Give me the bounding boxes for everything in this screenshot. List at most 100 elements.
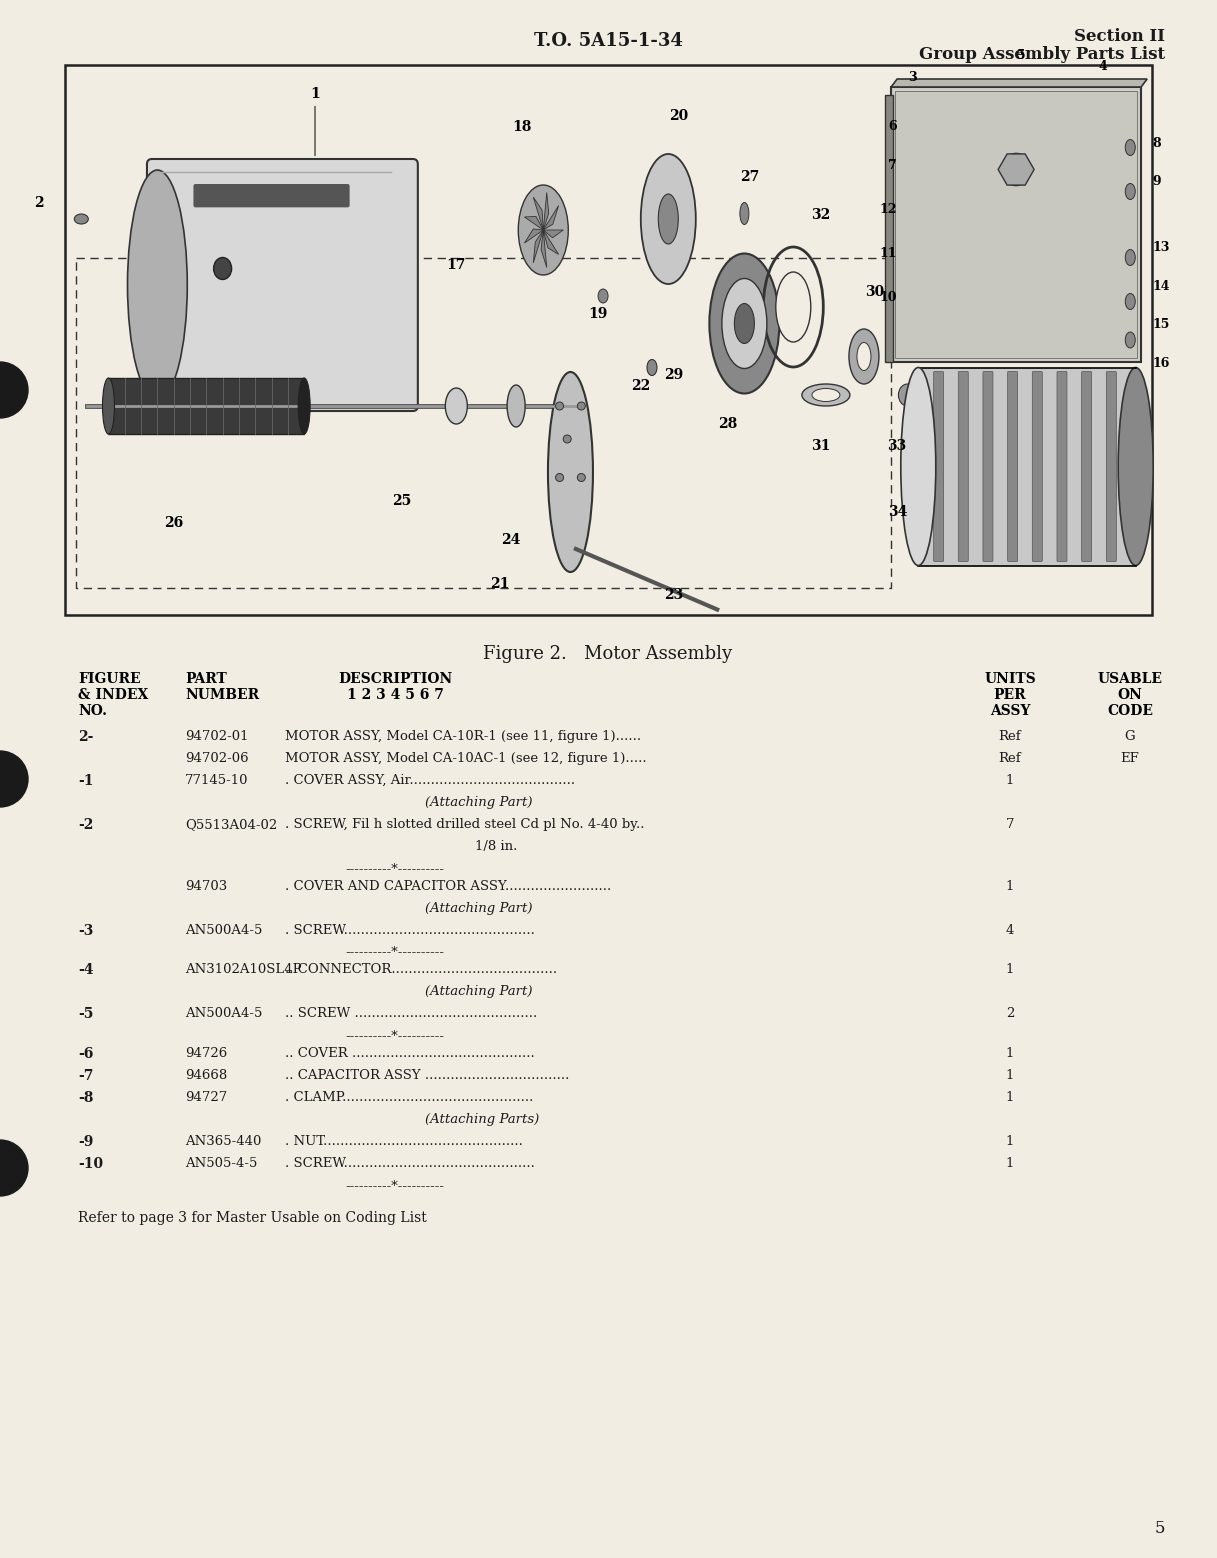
Ellipse shape [1126,249,1135,265]
Text: Figure 2.   Motor Assembly: Figure 2. Motor Assembly [483,645,733,664]
Text: 23: 23 [664,587,683,601]
Text: Ref: Ref [999,731,1021,743]
Text: 20: 20 [669,109,689,123]
Polygon shape [543,231,563,238]
Ellipse shape [775,273,811,343]
Text: 27: 27 [740,170,759,184]
FancyBboxPatch shape [194,184,349,207]
Bar [65,65,1152,615]
Text: 94702-01: 94702-01 [185,731,248,743]
Bar [896,90,1137,358]
Bar [891,87,1142,361]
Text: PER: PER [994,689,1026,703]
Text: FIGURE: FIGURE [78,671,141,686]
Ellipse shape [577,402,585,410]
Polygon shape [543,193,549,231]
Text: Section II: Section II [1073,28,1165,45]
Bar [919,368,1135,566]
Text: 2-: 2- [78,731,94,745]
Ellipse shape [556,474,563,481]
FancyBboxPatch shape [983,371,993,561]
Text: -6: -6 [78,1047,94,1061]
Ellipse shape [710,254,779,394]
Text: 19: 19 [588,307,607,321]
Ellipse shape [74,213,89,224]
Text: .. COVER ...........................................: .. COVER ...............................… [285,1047,534,1059]
Text: 14: 14 [1152,279,1170,293]
Text: 5: 5 [1155,1521,1165,1538]
Text: -2: -2 [78,818,94,832]
Ellipse shape [1126,332,1135,347]
Ellipse shape [518,185,568,276]
Text: 94668: 94668 [185,1069,228,1081]
Text: 1: 1 [1005,963,1014,977]
Ellipse shape [641,154,696,284]
Ellipse shape [598,288,608,302]
Text: MOTOR ASSY, Model CA-10AC-1 (see 12, figure 1).....: MOTOR ASSY, Model CA-10AC-1 (see 12, fig… [285,753,646,765]
Ellipse shape [1126,140,1135,156]
Text: 1: 1 [1005,774,1014,787]
Text: 3: 3 [909,70,918,84]
Text: ----------*----------: ----------*---------- [346,946,444,958]
Ellipse shape [857,343,871,371]
Text: 94727: 94727 [185,1091,228,1103]
Text: T.O. 5A15-1-34: T.O. 5A15-1-34 [533,33,683,50]
Text: 1 2 3 4 5 6 7: 1 2 3 4 5 6 7 [347,689,443,703]
Text: (Attaching Part): (Attaching Part) [425,985,533,999]
Text: 25: 25 [392,494,411,508]
Ellipse shape [734,304,755,343]
Text: 11: 11 [879,246,897,260]
Text: AN505-4-5: AN505-4-5 [185,1156,257,1170]
Polygon shape [533,231,543,263]
Text: 9: 9 [1152,174,1161,189]
Text: 2: 2 [34,195,44,209]
Text: AN3102A10SL4P: AN3102A10SL4P [185,963,302,977]
Text: 5: 5 [1017,48,1026,61]
Ellipse shape [647,360,657,375]
Ellipse shape [1126,293,1135,310]
Text: . COVER AND CAPACITOR ASSY.........................: . COVER AND CAPACITOR ASSY..............… [285,880,611,893]
FancyBboxPatch shape [1058,371,1067,561]
Text: NUMBER: NUMBER [185,689,259,703]
Circle shape [0,751,28,807]
Text: 2: 2 [1005,1006,1014,1020]
Ellipse shape [722,279,767,369]
Ellipse shape [445,388,467,424]
Text: 16: 16 [1152,357,1170,369]
Text: AN500A4-5: AN500A4-5 [185,924,263,936]
Text: 7: 7 [888,159,897,171]
Bar [885,95,893,361]
Polygon shape [525,229,543,243]
Polygon shape [533,198,543,231]
Text: 26: 26 [164,516,184,530]
Bar [108,379,304,435]
Ellipse shape [577,474,585,481]
Polygon shape [543,206,559,231]
Text: USABLE: USABLE [1098,671,1162,686]
Text: 7: 7 [1005,818,1014,830]
Ellipse shape [507,385,525,427]
Text: 30: 30 [865,285,885,299]
Text: 34: 34 [888,505,908,519]
Text: G: G [1125,731,1135,743]
Ellipse shape [556,402,563,410]
Text: 13: 13 [1152,241,1170,254]
Text: DESCRIPTION: DESCRIPTION [338,671,453,686]
Ellipse shape [298,379,310,435]
Ellipse shape [658,195,678,245]
Text: -3: -3 [78,924,94,938]
Text: -7: -7 [78,1069,94,1083]
Text: 1: 1 [1005,1069,1014,1081]
Text: .. CAPACITOR ASSY ..................................: .. CAPACITOR ASSY ......................… [285,1069,570,1081]
Text: .. SCREW ...........................................: .. SCREW ...............................… [285,1006,537,1020]
Text: (Attaching Parts): (Attaching Parts) [425,1112,539,1126]
Ellipse shape [102,379,114,435]
Text: 1: 1 [310,87,320,101]
Text: 1/8 in.: 1/8 in. [475,840,517,852]
Text: UNITS: UNITS [985,671,1036,686]
Text: 4: 4 [1005,924,1014,936]
Text: -9: -9 [78,1134,94,1148]
Circle shape [0,1140,28,1197]
Text: 29: 29 [664,368,683,382]
Text: . SCREW.............................................: . SCREW.................................… [285,1156,535,1170]
